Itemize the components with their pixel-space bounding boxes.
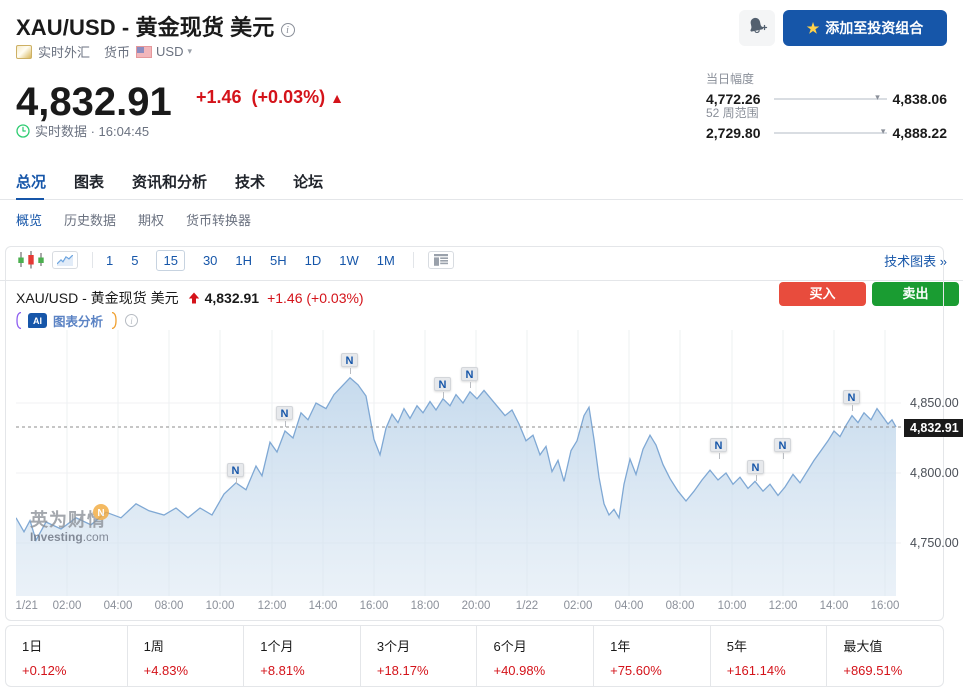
svg-text:N: N: [97, 508, 104, 519]
